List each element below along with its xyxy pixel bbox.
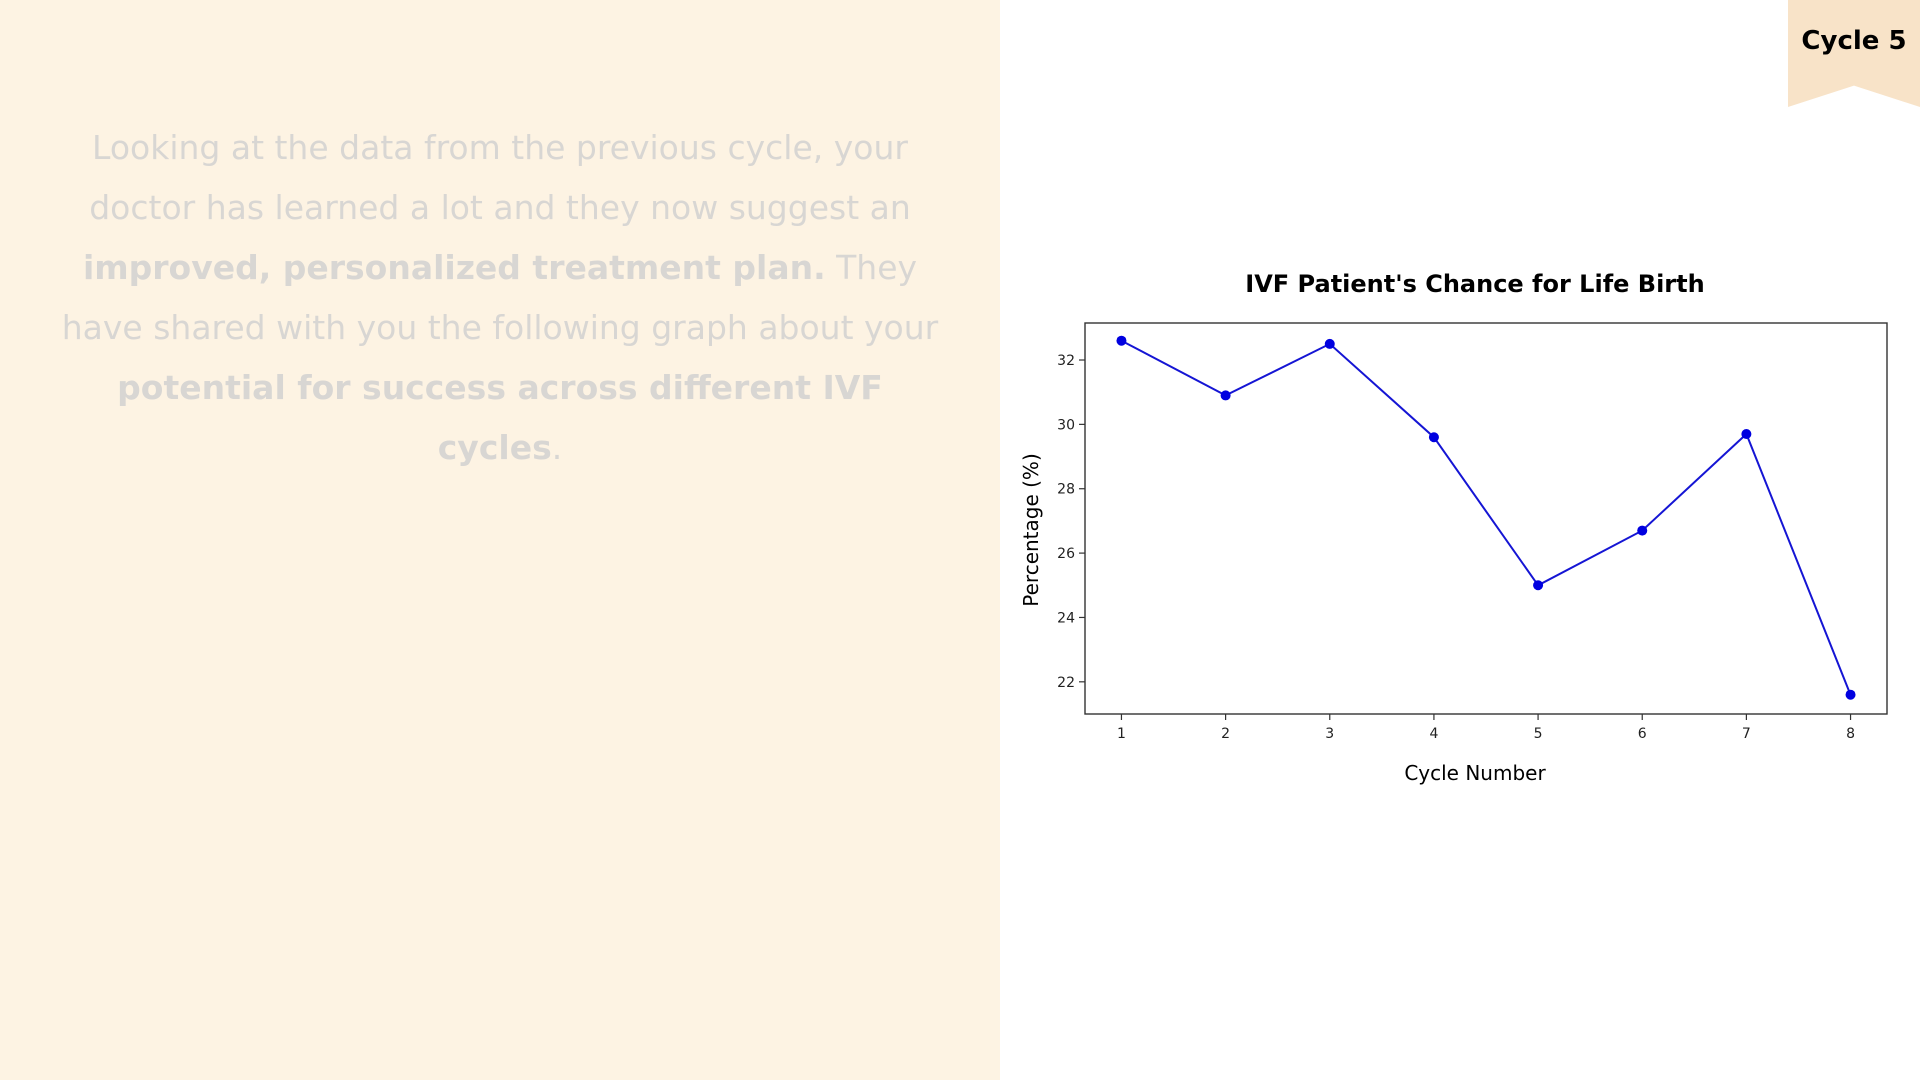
left-panel: Looking at the data from the previous cy… — [0, 0, 1000, 1080]
intro-text-part-2: They have shared with you the following … — [61, 248, 939, 347]
line-chart: IVF Patient's Chance for Life Birth 2224… — [1019, 270, 1888, 785]
y-tick-label: 30 — [1057, 417, 1075, 433]
x-tick-label: 4 — [1429, 726, 1438, 742]
intro-text: Looking at the data from the previous cy… — [55, 118, 945, 478]
cycle-ribbon-badge: Cycle 5 — [1788, 0, 1920, 107]
x-tick-label: 3 — [1325, 726, 1334, 742]
intro-text-part-1: Looking at the data from the previous cy… — [89, 128, 911, 227]
x-tick-label: 5 — [1534, 726, 1543, 742]
data-point-cycle-8 — [1845, 689, 1856, 700]
intro-text-part-3: . — [551, 428, 563, 467]
x-axis-ticks: 1 2 3 4 5 6 7 8 — [1117, 714, 1855, 742]
y-axis-label: Percentage (%) — [1019, 453, 1043, 606]
y-axis-ticks: 22 24 26 28 30 32 — [1057, 353, 1085, 691]
cycle-label: Cycle 5 — [1801, 26, 1907, 56]
chart-container: IVF Patient's Chance for Life Birth 22 24… — [1000, 250, 1920, 800]
series-line — [1121, 339, 1852, 696]
x-tick-label: 7 — [1742, 726, 1751, 742]
data-point-cycle-5 — [1533, 580, 1544, 591]
y-tick-label: 22 — [1057, 675, 1075, 691]
x-tick-label: 8 — [1846, 726, 1855, 742]
data-point-cycle-6 — [1637, 525, 1648, 536]
data-point-cycle-7 — [1741, 429, 1752, 440]
x-axis-label: Cycle Number — [1404, 761, 1546, 785]
y-tick-label: 28 — [1057, 482, 1075, 498]
x-tick-label: 2 — [1221, 726, 1230, 742]
data-points — [1116, 335, 1856, 700]
data-point-cycle-3 — [1324, 338, 1335, 349]
intro-text-emphasis-2: potential for success across different I… — [117, 368, 883, 467]
y-tick-label: 26 — [1057, 546, 1075, 562]
data-point-cycle-4 — [1428, 432, 1439, 443]
data-point-cycle-1 — [1116, 335, 1127, 346]
x-tick-label: 6 — [1638, 726, 1647, 742]
y-tick-label: 24 — [1057, 610, 1075, 626]
x-tick-label: 1 — [1117, 726, 1126, 742]
y-tick-label: 32 — [1057, 353, 1075, 369]
chart-title: IVF Patient's Chance for Life Birth — [1245, 270, 1704, 298]
intro-text-emphasis-1: improved, personalized treatment plan. — [82, 248, 826, 287]
data-point-cycle-2 — [1220, 390, 1231, 401]
plot-area-frame — [1084, 322, 1888, 715]
